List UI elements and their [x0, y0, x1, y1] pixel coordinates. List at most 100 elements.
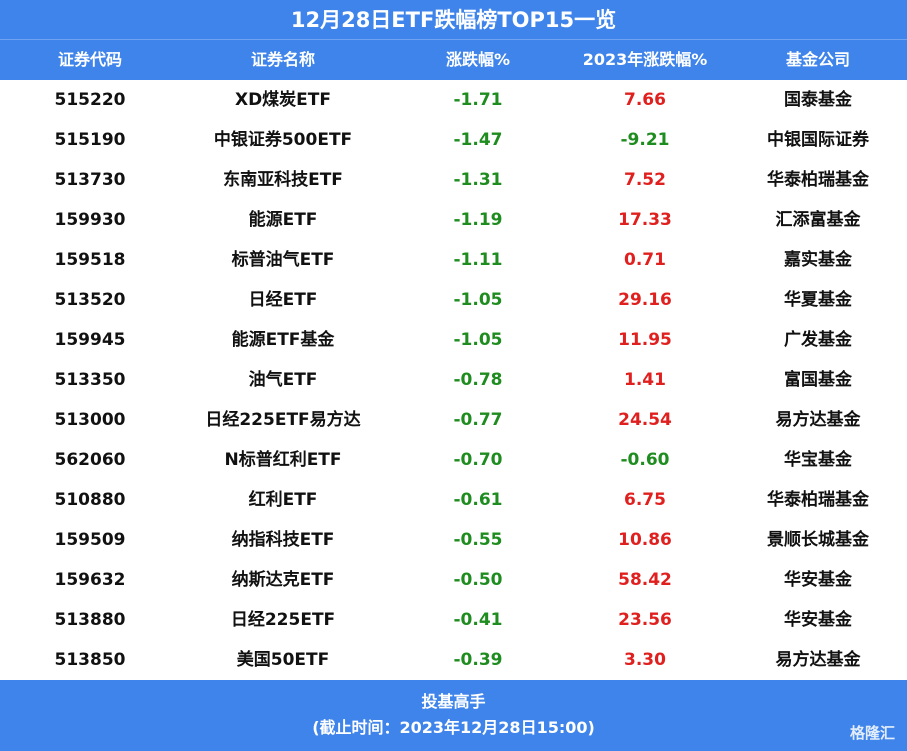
table-cell: 汇添富基金 — [775, 210, 861, 230]
table-cell: 1.41 — [624, 370, 666, 390]
table-cell: 11.95 — [618, 330, 672, 350]
table-cell: -0.70 — [453, 450, 503, 470]
table-cell: -0.50 — [453, 570, 503, 590]
table-cell: 易方达基金 — [775, 650, 861, 670]
table-cell: -0.78 — [453, 370, 503, 390]
watermark: 格隆汇 — [849, 724, 895, 742]
table-cell: 华泰柏瑞基金 — [767, 490, 869, 510]
table-cell: 29.16 — [618, 290, 672, 310]
table-cell: 159518 — [54, 250, 126, 270]
table-cell: -1.71 — [453, 90, 503, 110]
table-cell: -1.05 — [453, 290, 503, 310]
table-cell: 能源ETF基金 — [231, 330, 335, 350]
column-header: 证券名称 — [250, 50, 315, 69]
table: 证券代码 证券名称 涨跌幅% 2023年涨跌幅% 基金公司 515220 XD煤炭ETF -1… — [0, 40, 907, 680]
table-cell: 纳斯达克ETF — [231, 570, 335, 590]
table-cell: -0.39 — [453, 650, 503, 670]
table-cell: -0.55 — [453, 530, 503, 550]
table-cell: 易方达基金 — [775, 410, 861, 430]
table-cell: 油气ETF — [248, 370, 318, 390]
table-cell: 159509 — [54, 530, 126, 550]
column-header: 证券代码 — [57, 50, 122, 69]
table-row: 515190 中银证券500ETF -1.47 -9.21 中银国际证券 — [0, 120, 907, 160]
table-row: 159632 纳斯达克ETF -0.50 58.42 华安基金 — [0, 560, 907, 600]
table-row: 513880 日经225ETF -0.41 23.56 华安基金 — [0, 600, 907, 640]
table-cell: N标普红利ETF — [224, 450, 342, 470]
column-header: 涨跌幅% — [445, 50, 511, 69]
table-cell: 513350 — [54, 370, 126, 390]
table-cell: 159945 — [54, 330, 126, 350]
table-row: 159518 标普油气ETF -1.11 0.71 嘉实基金 — [0, 240, 907, 280]
table-cell: 中银证券500ETF — [213, 130, 353, 150]
table-cell: 24.54 — [618, 410, 672, 430]
table-cell: 513000 — [54, 410, 126, 430]
table-cell: 日经225ETF易方达 — [205, 410, 361, 430]
table-cell: 0.71 — [624, 250, 666, 270]
table-row: 513850 美国50ETF -0.39 3.30 易方达基金 — [0, 640, 907, 680]
table-cell: 510880 — [54, 490, 126, 510]
table-row: 510880 红利ETF -0.61 6.75 华泰柏瑞基金 — [0, 480, 907, 520]
table-cell: 513730 — [54, 170, 126, 190]
table-cell: 7.66 — [624, 90, 666, 110]
table-cell: 华泰柏瑞基金 — [767, 170, 869, 190]
table-row: 513000 日经225ETF易方达 -0.77 24.54 易方达基金 — [0, 400, 907, 440]
table-cell: 红利ETF — [248, 490, 318, 510]
table-cell: 58.42 — [618, 570, 672, 590]
table-cell: 3.30 — [624, 650, 666, 670]
table-cell: -1.05 — [453, 330, 503, 350]
table-cell: 6.75 — [624, 490, 666, 510]
table-cell: -0.61 — [453, 490, 503, 510]
table-cell: 10.86 — [618, 530, 672, 550]
note: (截止时间：2023年12月28日15:00) — [312, 718, 595, 737]
table-cell: 513880 — [54, 610, 126, 630]
table-row: 562060 N标普红利ETF -0.70 -0.60 华宝基金 — [0, 440, 907, 480]
table-cell: 景顺长城基金 — [767, 530, 869, 550]
table-cell: 515190 — [54, 130, 126, 150]
table-cell: 日经225ETF — [230, 610, 336, 630]
table-cell: 美国50ETF — [236, 650, 330, 670]
table-cell: 国泰基金 — [784, 90, 852, 110]
table-row: 515220 XD煤炭ETF -1.71 7.66 国泰基金 — [0, 80, 907, 120]
table-cell: -1.31 — [453, 170, 503, 190]
table-cell: 23.56 — [618, 610, 672, 630]
table-cell: 华安基金 — [784, 570, 852, 590]
table-cell: -0.77 — [453, 410, 503, 430]
table-row: 513520 日经ETF -1.05 29.16 华夏基金 — [0, 280, 907, 320]
header-row: 证券代码 证券名称 涨跌幅% 2023年涨跌幅% 基金公司 — [0, 40, 907, 80]
source: 投基高手 — [421, 692, 486, 711]
table-cell: 513520 — [54, 290, 126, 310]
table-cell: 华宝基金 — [784, 450, 852, 470]
table-cell: -1.19 — [453, 210, 503, 230]
table-cell: -0.60 — [620, 450, 670, 470]
table-cell: 513850 — [54, 650, 126, 670]
table-cell: 515220 — [54, 90, 126, 110]
table-cell: -9.21 — [620, 130, 670, 150]
table-cell: 华安基金 — [784, 610, 852, 630]
title: 12月28日ETF跌幅榜TOP15一览 — [0, 0, 907, 40]
table-cell: 17.33 — [618, 210, 672, 230]
table-cell: XD煤炭ETF — [234, 90, 332, 110]
table-row: 159945 能源ETF基金 -1.05 11.95 广发基金 — [0, 320, 907, 360]
table-cell: -1.47 — [453, 130, 503, 150]
table-cell: -0.41 — [453, 610, 503, 630]
table-row: 513730 东南亚科技ETF -1.31 7.52 华泰柏瑞基金 — [0, 160, 907, 200]
table-cell: -1.11 — [453, 250, 503, 270]
column-header: 基金公司 — [785, 50, 850, 69]
footer: 投基高手 (截止时间：2023年12月28日15:00) 格隆汇 — [0, 680, 907, 751]
table-cell: 159632 — [54, 570, 126, 590]
table-row: 159509 纳指科技ETF -0.55 10.86 景顺长城基金 — [0, 520, 907, 560]
table-cell: 日经ETF — [248, 290, 318, 310]
table-cell: 159930 — [54, 210, 126, 230]
table-cell: 富国基金 — [784, 370, 852, 390]
table-cell: 东南亚科技ETF — [223, 170, 343, 190]
table-cell: 广发基金 — [784, 330, 852, 350]
table-row: 513350 油气ETF -0.78 1.41 富国基金 — [0, 360, 907, 400]
table-cell: 7.52 — [624, 170, 666, 190]
table-cell: 562060 — [54, 450, 126, 470]
column-header: 2023年涨跌幅% — [582, 50, 708, 69]
table-cell: 嘉实基金 — [784, 250, 852, 270]
table-cell: 华夏基金 — [784, 290, 852, 310]
table-cell: 中银国际证券 — [767, 130, 869, 150]
table-cell: 纳指科技ETF — [231, 530, 335, 550]
